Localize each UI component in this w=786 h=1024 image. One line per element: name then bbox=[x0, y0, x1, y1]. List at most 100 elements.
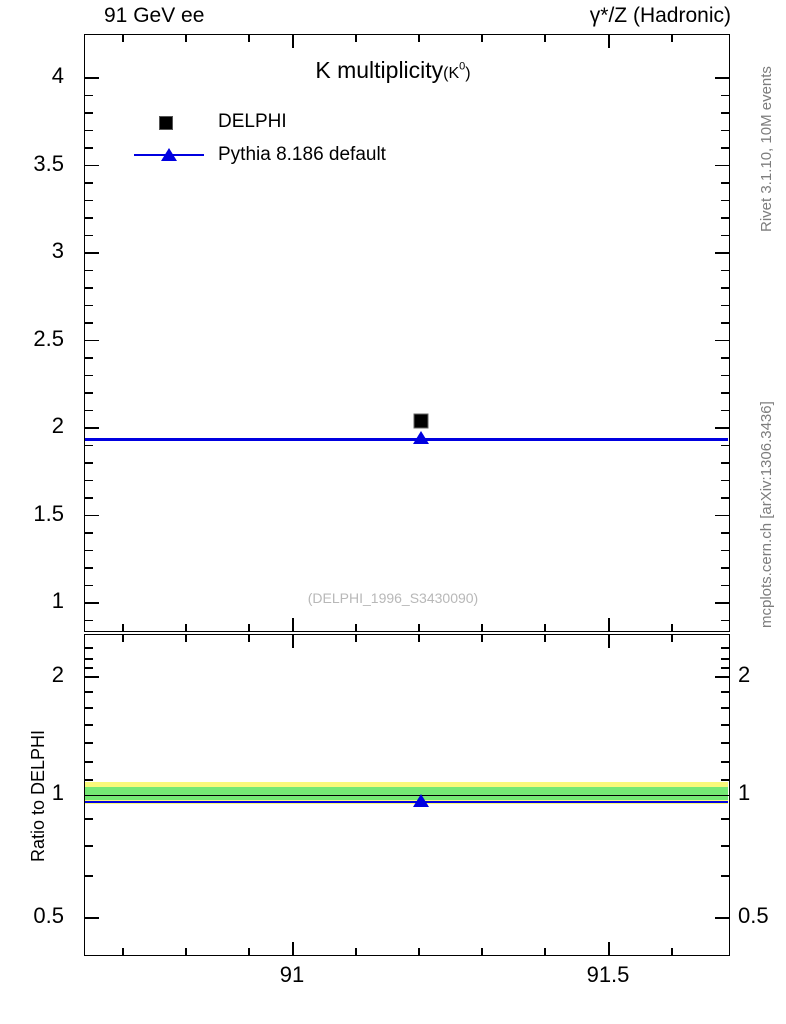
ytick-right-minor bbox=[721, 234, 729, 237]
ratio-xtick-top-minor bbox=[544, 635, 546, 642]
xtick-bottom-minor bbox=[355, 624, 357, 631]
ytick-minor bbox=[85, 497, 93, 499]
ytick-minor bbox=[85, 374, 93, 377]
uncertainty-band-inner bbox=[85, 787, 728, 800]
xtick-bottom-minor bbox=[544, 624, 546, 631]
ytick-right-minor bbox=[721, 357, 729, 359]
ytick-right-minor bbox=[721, 304, 729, 307]
ytick-label-2: 2 bbox=[51, 413, 64, 439]
ytick-right-minor bbox=[721, 619, 729, 622]
xtick-label-91: 91 bbox=[279, 962, 305, 987]
ratio-yaxis-label: Ratio to DELPHI bbox=[28, 729, 48, 862]
legend-entry-pythia: Pythia 8.186 default bbox=[130, 138, 386, 171]
ratio-xtick-top-minor bbox=[248, 635, 250, 642]
ytick-right-minor bbox=[721, 322, 729, 324]
xtick-bottom-major bbox=[608, 618, 610, 631]
ratio-xtick-top-minor bbox=[185, 635, 187, 642]
ratio-ytick-minor bbox=[85, 667, 93, 669]
ytick-right-minor bbox=[721, 94, 729, 97]
ratio-ytick-minor bbox=[85, 724, 93, 726]
ytick-right-minor bbox=[721, 217, 729, 219]
ytick-right-minor bbox=[721, 549, 729, 552]
ytick-label-3: 3 bbox=[51, 238, 64, 264]
xtick-top-minor bbox=[481, 35, 483, 42]
ytick-minor bbox=[85, 619, 93, 622]
ratio-xtick-top-minor bbox=[418, 635, 420, 642]
ytick-minor bbox=[85, 217, 93, 219]
ytick-right-major bbox=[715, 339, 729, 342]
xtick-bottom-minor bbox=[185, 624, 187, 631]
ratio-ytick-minor bbox=[85, 875, 93, 877]
ratio-ytick-right-minor bbox=[721, 691, 729, 693]
xtick-bottom-major bbox=[292, 618, 294, 631]
ratio-xtick-top-minor bbox=[122, 635, 124, 642]
ytick-right-major bbox=[715, 602, 729, 604]
ytick-right-major bbox=[715, 252, 729, 254]
ytick-right-minor bbox=[721, 462, 729, 464]
ratio-ytick-right-minor bbox=[721, 724, 729, 726]
xtick-top-major bbox=[608, 35, 610, 48]
ytick-major-3.5 bbox=[85, 164, 99, 167]
ratio-xtick-bottom-minor bbox=[671, 948, 673, 955]
ratio-ytick-right-minor bbox=[721, 742, 729, 744]
ratio-xtick-bottom-major bbox=[608, 942, 610, 955]
ratio-ytick-right-minor bbox=[721, 667, 729, 669]
ytick-right-major bbox=[715, 77, 729, 79]
ratio-ytick-major-0.5 bbox=[85, 917, 99, 919]
ytick-minor bbox=[85, 409, 93, 412]
xtick-bottom-minor bbox=[418, 624, 420, 631]
legend-marker-square bbox=[130, 112, 208, 132]
xtick-bottom-minor bbox=[481, 624, 483, 631]
ytick-minor bbox=[85, 304, 93, 307]
ytick-right-minor bbox=[721, 567, 729, 569]
ytick-minor bbox=[85, 147, 93, 149]
plot-title-close: ) bbox=[465, 65, 471, 82]
ytick-right-minor bbox=[721, 497, 729, 499]
xtick-bottom-minor bbox=[122, 624, 124, 631]
ratio-ytick-minor bbox=[85, 707, 93, 709]
ytick-right-minor bbox=[721, 532, 729, 534]
ratio-ytick-right-label-2: 2 bbox=[738, 662, 751, 687]
xtick-top-minor bbox=[248, 35, 250, 42]
ytick-major-2 bbox=[85, 427, 99, 429]
ytick-right-minor bbox=[721, 112, 729, 114]
ratio-ytick-right-minor bbox=[721, 658, 729, 660]
ratio-xtick-bottom-minor bbox=[481, 948, 483, 955]
ratio-xtick-bottom-minor bbox=[544, 948, 546, 955]
ratio-ytick-minor bbox=[85, 691, 93, 693]
ytick-minor bbox=[85, 462, 93, 464]
ytick-minor bbox=[85, 94, 93, 97]
ytick-minor bbox=[85, 322, 93, 324]
ratio-xtick-bottom-minor bbox=[248, 948, 250, 955]
ratio-xtick-top-minor bbox=[355, 635, 357, 642]
ytick-right-minor bbox=[721, 199, 729, 202]
data-point-delphi bbox=[413, 413, 429, 429]
xtick-top-minor bbox=[544, 35, 546, 42]
xtick-top-major bbox=[292, 35, 294, 48]
ytick-minor bbox=[85, 479, 93, 482]
ratio-ytick-right-major bbox=[715, 676, 729, 678]
mc-curve-pythia bbox=[85, 438, 728, 441]
ytick-right-major bbox=[715, 514, 729, 517]
ytick-minor bbox=[85, 234, 93, 237]
ratio-ytick-right-minor bbox=[721, 779, 729, 781]
plot-title-paren: (K bbox=[443, 65, 460, 82]
ratio-ytick-label-0.5: 0.5 bbox=[33, 903, 64, 928]
ytick-minor bbox=[85, 549, 93, 552]
ratio-ytick-label-1: 1 bbox=[51, 780, 64, 805]
ratio-xtick-top-minor bbox=[481, 635, 483, 642]
ratio-ytick-minor bbox=[85, 845, 93, 847]
ytick-minor bbox=[85, 112, 93, 114]
ytick-right-minor bbox=[721, 147, 729, 149]
ratio-xtick-bottom-minor bbox=[122, 948, 124, 955]
ytick-right-minor bbox=[721, 444, 729, 447]
reference-line bbox=[85, 794, 728, 797]
ytick-label-4: 4 bbox=[51, 63, 64, 89]
ytick-major-1 bbox=[85, 602, 99, 604]
ytick-minor bbox=[85, 357, 93, 359]
ytick-right-major bbox=[715, 427, 729, 429]
legend-label-pythia: Pythia 8.186 default bbox=[218, 143, 386, 165]
ytick-right-minor bbox=[721, 374, 729, 377]
side-note-mcplots: mcplots.cern.ch [arXiv:1306.3436] bbox=[758, 401, 775, 628]
ratio-xtick-bottom-minor bbox=[185, 948, 187, 955]
